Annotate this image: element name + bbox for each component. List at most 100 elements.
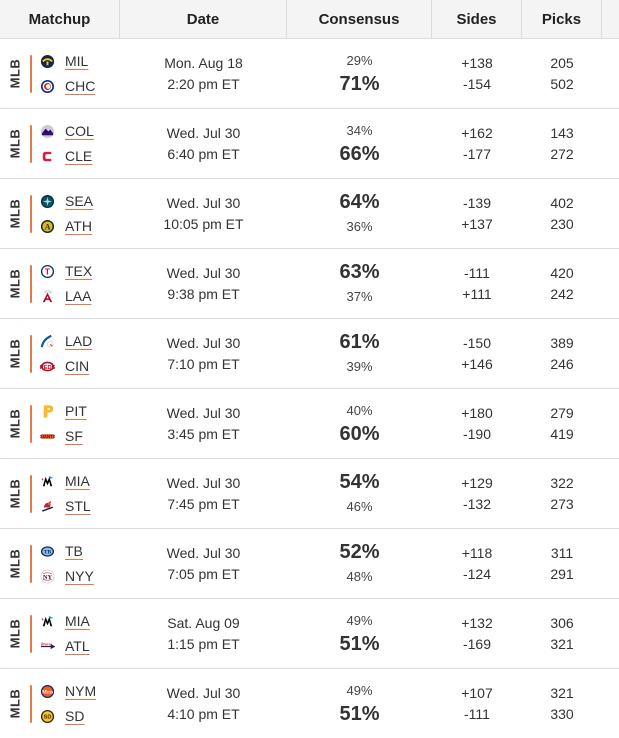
team-away-link[interactable]: PIT	[65, 403, 87, 419]
date-cell: Wed. Jul 30 6:40 pm ET	[120, 109, 287, 178]
braves-logo-icon[interactable]: Braves	[40, 639, 55, 654]
teams: MIA STL	[40, 473, 91, 515]
marlins-logo-icon[interactable]	[40, 614, 55, 629]
team-away-link[interactable]: NYM	[65, 683, 97, 699]
matchup-cell: MLB PIT GIANTS SF	[0, 389, 120, 458]
game-time: 10:05 pm ET	[163, 215, 244, 232]
mets-logo-icon[interactable]: Mets	[40, 684, 55, 699]
league-label: MLB	[7, 478, 23, 509]
away-consensus: 49%	[346, 613, 373, 628]
league-label: MLB	[7, 128, 23, 159]
matchup-cell: MLB MIL CHC	[0, 39, 120, 108]
team-away-link[interactable]: LAD	[65, 333, 93, 349]
picks-cell: 402 230	[522, 179, 602, 248]
team-home-link[interactable]: ATL	[65, 638, 90, 654]
team-home-link[interactable]: STL	[65, 498, 91, 514]
away-side: +107	[461, 684, 493, 701]
table-row[interactable]: MLB TB TB NY NYY Wed. Jul 30 7:05 pm ET 52% 48% +…	[0, 529, 619, 599]
away-picks: 322	[550, 474, 574, 491]
table-row[interactable]: MLB MIA Braves ATL Sat. Aug 09 1:15 pm ET 49% 5…	[0, 599, 619, 669]
header-consensus[interactable]: Consensus	[287, 0, 432, 38]
team-home-link[interactable]: CHC	[65, 78, 96, 94]
home-side: -132	[462, 495, 492, 512]
away-consensus: 52%	[339, 541, 380, 563]
cubs-logo-icon[interactable]	[40, 79, 55, 94]
date-cell: Sat. Aug 09 1:15 pm ET	[120, 599, 287, 668]
league-badge: MLB	[0, 459, 30, 528]
header-sides[interactable]: Sides	[432, 0, 522, 38]
team-away-link[interactable]: COL	[65, 123, 94, 139]
table-row[interactable]: MLB MIL CHC Mon. Aug 18 2:20 pm ET 29% 71% +138…	[0, 39, 619, 109]
team-home-link[interactable]: ATH	[65, 218, 92, 234]
team-away: MIL	[40, 53, 95, 70]
game-date: Wed. Jul 30	[166, 334, 241, 351]
header-date[interactable]: Date	[120, 0, 287, 38]
team-home-link[interactable]: SF	[65, 428, 83, 444]
angels-logo-icon[interactable]	[40, 289, 55, 304]
matchup-cell: MLB TB TB NY NYY	[0, 529, 120, 598]
brewers-logo-icon[interactable]	[40, 54, 55, 69]
team-away-link[interactable]: TEX	[65, 263, 93, 279]
table-row[interactable]: MLB PIT GIANTS SF Wed. Jul 30 3:45 pm ET 40% 60…	[0, 389, 619, 459]
marlins-logo-icon[interactable]	[40, 474, 55, 489]
league-divider	[30, 124, 32, 163]
team-away-link[interactable]: TB	[65, 543, 83, 559]
away-consensus: 49%	[346, 683, 373, 698]
team-away-link[interactable]: MIL	[65, 53, 89, 69]
teams: MIL CHC	[40, 53, 95, 95]
home-consensus: 36%	[346, 219, 373, 234]
away-consensus: 34%	[346, 123, 373, 138]
team-home-link[interactable]: SD	[65, 708, 85, 724]
game-time: 1:15 pm ET	[167, 635, 240, 652]
rockies-logo-icon[interactable]	[40, 124, 55, 139]
league-divider	[30, 264, 32, 303]
team-away-link[interactable]: MIA	[65, 473, 90, 489]
yankees-logo-icon[interactable]: NY	[40, 569, 55, 584]
mariners-logo-icon[interactable]	[40, 194, 55, 209]
league-divider	[30, 194, 32, 233]
away-side: +180	[461, 404, 493, 421]
cardinals-logo-icon[interactable]	[40, 499, 55, 514]
team-away-link[interactable]: MIA	[65, 613, 90, 629]
team-home-link[interactable]: CIN	[65, 358, 90, 374]
matchup-cell: MLB LAD REDS CIN	[0, 319, 120, 388]
table-row[interactable]: MLB LAD REDS CIN Wed. Jul 30 7:10 pm ET 61% 39%…	[0, 319, 619, 389]
row-spacer	[602, 319, 619, 388]
away-consensus: 61%	[339, 331, 380, 353]
league-badge: MLB	[0, 669, 30, 738]
matchup-cell: MLB T TEX LAA	[0, 249, 120, 318]
team-away-link[interactable]: SEA	[65, 193, 94, 209]
header-matchup[interactable]: Matchup	[0, 0, 120, 38]
table-row[interactable]: MLB COL CLE Wed. Jul 30 6:40 pm ET 34% 66% +162…	[0, 109, 619, 179]
header-picks[interactable]: Picks	[522, 0, 602, 38]
home-picks: 230	[550, 215, 574, 232]
giants-logo-icon[interactable]: GIANTS	[40, 429, 55, 444]
home-side: -190	[462, 425, 492, 442]
picks-cell: 205 502	[522, 39, 602, 108]
guardians-logo-icon[interactable]	[40, 149, 55, 164]
athletics-logo-icon[interactable]: A	[40, 219, 55, 234]
table-row[interactable]: MLB T TEX LAA Wed. Jul 30 9:38 pm ET 63% 37% -11…	[0, 249, 619, 319]
padres-logo-icon[interactable]: SD	[40, 709, 55, 724]
svg-text:A: A	[44, 221, 51, 231]
reds-logo-icon[interactable]: REDS	[40, 359, 55, 374]
team-home-link[interactable]: LAA	[65, 288, 92, 304]
team-home-link[interactable]: CLE	[65, 148, 93, 164]
home-picks: 291	[550, 565, 574, 582]
table-row[interactable]: MLB Mets NYM SD SD Wed. Jul 30 4:10 pm ET 49% 51…	[0, 669, 619, 738]
home-side: -154	[462, 75, 492, 92]
picks-cell: 143 272	[522, 109, 602, 178]
league-badge: MLB	[0, 179, 30, 248]
game-time: 7:45 pm ET	[167, 495, 240, 512]
table-row[interactable]: MLB MIA STL Wed. Jul 30 7:45 pm ET 54% 46% +129…	[0, 459, 619, 529]
game-date: Wed. Jul 30	[166, 124, 241, 141]
dodgers-logo-icon[interactable]	[40, 334, 55, 349]
table-row[interactable]: MLB SEA A ATH Wed. Jul 30 10:05 pm ET 64% 36% -1…	[0, 179, 619, 249]
away-consensus: 29%	[346, 53, 373, 68]
pirates-logo-icon[interactable]	[40, 404, 55, 419]
svg-text:TB: TB	[44, 549, 52, 555]
rays-logo-icon[interactable]: TB	[40, 544, 55, 559]
rangers-logo-icon[interactable]: T	[40, 264, 55, 279]
team-home-link[interactable]: NYY	[65, 568, 94, 584]
home-side: -111	[464, 705, 490, 722]
